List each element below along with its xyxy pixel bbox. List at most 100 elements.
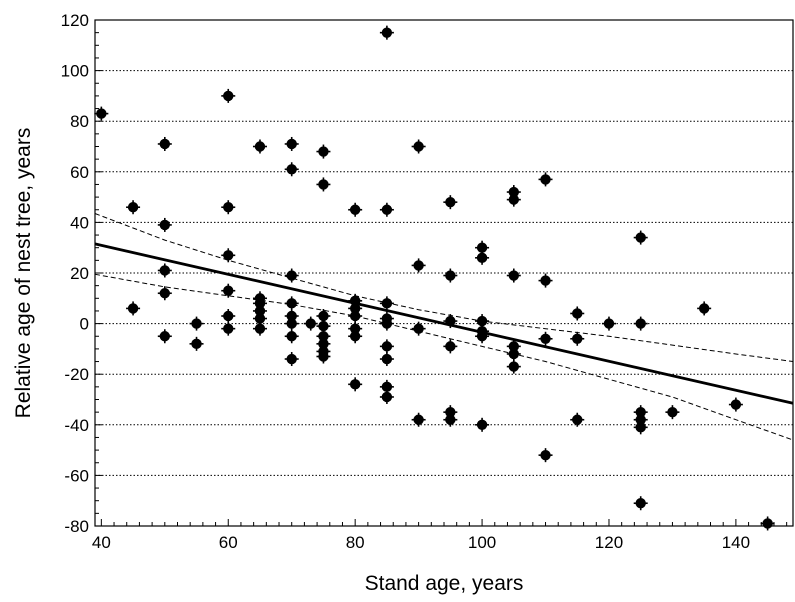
data-point xyxy=(443,314,458,329)
data-point xyxy=(221,309,236,324)
confidence-band-lower xyxy=(94,273,794,441)
data-point xyxy=(379,389,394,404)
data-point xyxy=(284,329,299,344)
data-point xyxy=(570,306,585,321)
y-tick-label: 120 xyxy=(61,11,89,30)
data-point xyxy=(316,144,331,159)
data-point xyxy=(475,417,490,432)
y-tick-label: -40 xyxy=(64,416,89,435)
data-point xyxy=(284,352,299,367)
regression-line-group xyxy=(94,242,794,405)
data-point xyxy=(538,172,553,187)
data-point xyxy=(538,273,553,288)
data-point xyxy=(475,329,490,344)
data-point xyxy=(633,496,648,511)
data-point xyxy=(126,200,141,215)
data-point xyxy=(157,217,172,232)
data-point xyxy=(284,268,299,283)
plot-frame xyxy=(94,19,794,527)
data-point xyxy=(665,405,680,420)
data-point xyxy=(379,339,394,354)
data-point xyxy=(252,139,267,154)
data-point xyxy=(379,352,394,367)
axis-ticks xyxy=(95,19,788,527)
y-tick-label: -80 xyxy=(64,517,89,536)
y-tick-label: 80 xyxy=(70,112,89,131)
grid-lines xyxy=(95,70,793,476)
data-point xyxy=(411,412,426,427)
data-point xyxy=(94,106,109,121)
data-point xyxy=(303,316,318,331)
data-point xyxy=(284,296,299,311)
data-point xyxy=(443,268,458,283)
data-point xyxy=(284,136,299,151)
data-point xyxy=(157,263,172,278)
data-point xyxy=(252,311,267,326)
data-point xyxy=(728,397,743,412)
data-point xyxy=(252,321,267,336)
data-point xyxy=(506,346,521,361)
data-point xyxy=(221,283,236,298)
data-point xyxy=(633,420,648,435)
data-point xyxy=(633,316,648,331)
data-point xyxy=(443,412,458,427)
data-point xyxy=(379,202,394,217)
data-point xyxy=(379,25,394,40)
x-tick-label: 140 xyxy=(722,533,750,552)
confidence-band-upper xyxy=(94,213,794,362)
data-point xyxy=(506,359,521,374)
data-point xyxy=(316,349,331,364)
data-point xyxy=(157,329,172,344)
data-point xyxy=(348,377,363,392)
data-point xyxy=(506,268,521,283)
data-point xyxy=(157,286,172,301)
data-point xyxy=(601,316,616,331)
data-point xyxy=(506,339,521,354)
data-point xyxy=(760,516,775,531)
data-point xyxy=(697,301,712,316)
data-point xyxy=(443,195,458,210)
data-point xyxy=(284,316,299,331)
data-point xyxy=(633,412,648,427)
y-tick-label: -20 xyxy=(64,365,89,384)
y-tick-label: 20 xyxy=(70,264,89,283)
data-point xyxy=(379,296,394,311)
data-point xyxy=(189,316,204,331)
y-tick-label: 100 xyxy=(61,62,89,81)
x-tick-label: 80 xyxy=(346,533,365,552)
data-point xyxy=(443,339,458,354)
x-tick-label: 100 xyxy=(468,533,496,552)
data-point xyxy=(316,177,331,192)
data-point xyxy=(348,202,363,217)
data-point xyxy=(126,301,141,316)
data-point xyxy=(411,258,426,273)
data-point xyxy=(221,200,236,215)
y-tick-label: -60 xyxy=(64,466,89,485)
y-tick-label: 40 xyxy=(70,213,89,232)
data-point xyxy=(157,136,172,151)
x-axis-title: Stand age, years xyxy=(365,572,524,595)
y-tick-label: 0 xyxy=(80,315,89,334)
data-point xyxy=(379,316,394,331)
data-point xyxy=(316,336,331,351)
data-point xyxy=(538,448,553,463)
x-tick-label: 40 xyxy=(92,533,111,552)
data-point xyxy=(570,331,585,346)
data-point xyxy=(633,230,648,245)
data-point xyxy=(411,321,426,336)
data-point xyxy=(538,331,553,346)
data-point xyxy=(221,248,236,263)
data-point xyxy=(221,88,236,103)
tick-labels: -80 -60 -40 -20 0 20 40 60 80 100 120 40 60 80 100 120 1… xyxy=(61,11,750,552)
data-point xyxy=(411,139,426,154)
x-tick-label: 60 xyxy=(219,533,238,552)
data-point xyxy=(221,321,236,336)
regression-line xyxy=(94,242,794,405)
data-point xyxy=(475,250,490,265)
data-point xyxy=(189,336,204,351)
x-tick-label: 120 xyxy=(595,533,623,552)
y-axis-title: Relative age of nest tree, years xyxy=(12,128,35,419)
data-point xyxy=(348,309,363,324)
data-point xyxy=(348,329,363,344)
